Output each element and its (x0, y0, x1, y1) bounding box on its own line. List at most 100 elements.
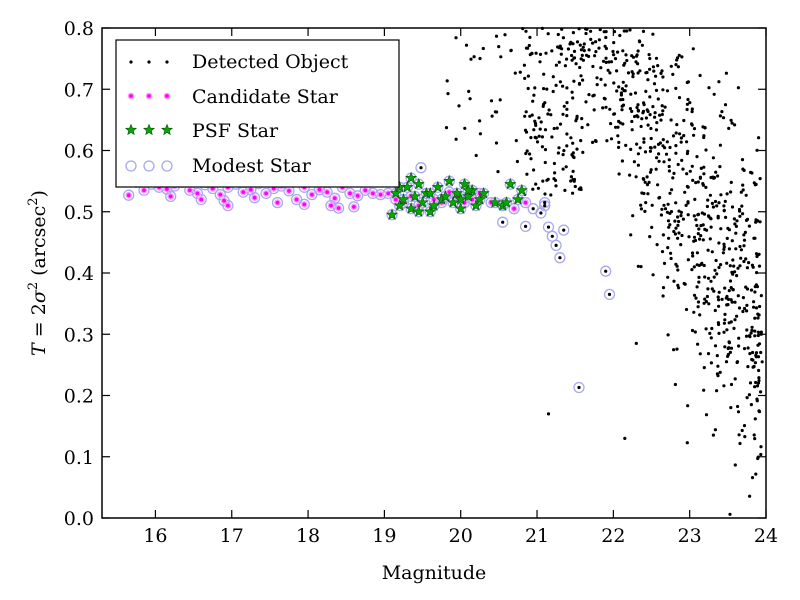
modest-center-0 (419, 166, 423, 170)
detected-point-157 (601, 59, 606, 63)
modest-center-12 (604, 269, 608, 273)
detected-point-8 (469, 57, 473, 61)
x-tick-label-7: 23 (678, 525, 702, 547)
detected-point-380 (747, 334, 752, 338)
detected-point-550 (715, 354, 719, 358)
x-tick-label-8: 24 (754, 525, 778, 547)
detected-point-592 (744, 218, 749, 222)
detected-point-362 (612, 53, 616, 57)
detected-point-197 (753, 417, 757, 421)
detected-point-444 (533, 121, 538, 126)
detected-point-137 (616, 134, 620, 138)
detected-point-270 (624, 84, 628, 88)
detected-point-110 (725, 261, 729, 265)
modest-point-39 (298, 198, 310, 211)
detected-point-255 (667, 164, 671, 169)
detected-point-564 (732, 326, 736, 330)
detected-point-93 (680, 55, 684, 59)
detected-point-379 (652, 82, 657, 86)
detected-point-777 (756, 330, 761, 334)
detected-point-635 (614, 125, 618, 129)
detected-point-452 (675, 264, 679, 268)
detected-point-680 (692, 235, 697, 239)
modest-star-series (123, 162, 616, 394)
detected-point-769 (669, 118, 673, 122)
detected-point-113 (674, 201, 678, 205)
detected-point-882 (705, 228, 709, 232)
detected-point-676 (741, 188, 745, 192)
detected-point-562 (674, 144, 678, 148)
detected-point-756 (755, 399, 759, 403)
detected-point-763 (694, 181, 698, 185)
detected-point-494 (589, 29, 593, 33)
detected-point-898 (760, 360, 764, 364)
detected-point-333 (556, 32, 560, 37)
detected-point-47 (565, 101, 569, 105)
detected-point-529 (581, 45, 585, 49)
detected-point-537 (549, 193, 553, 197)
detected-point-831 (755, 148, 759, 152)
detected-point-222 (714, 170, 718, 174)
detected-point-856 (648, 146, 653, 150)
x-tick-label-3: 19 (372, 525, 396, 547)
detected-point-51 (454, 36, 458, 40)
candidate-point-16 (247, 186, 255, 193)
candidate-point-41 (350, 203, 358, 211)
candidate-point-29 (346, 190, 354, 197)
detected-point-527 (619, 91, 624, 95)
detected-point-692 (546, 32, 550, 36)
detected-point-695 (695, 285, 699, 289)
detected-point-433 (703, 297, 707, 301)
detected-point-174 (626, 71, 631, 75)
detected-point-365 (651, 105, 655, 109)
candidate-point-42 (384, 190, 392, 197)
detected-point-554 (534, 51, 538, 55)
detected-point-878 (745, 396, 749, 400)
detected-point-166 (643, 209, 647, 213)
detected-point-603 (724, 215, 728, 219)
detected-point-363 (716, 174, 720, 178)
psf-point-21 (469, 199, 482, 211)
modest-point-103 (539, 199, 551, 212)
detected-point-151 (644, 89, 648, 93)
detected-point-867 (555, 126, 559, 130)
detected-point-18 (562, 104, 566, 108)
detected-point-345 (711, 205, 716, 209)
detected-point-621 (660, 104, 664, 108)
detected-point-284 (533, 86, 537, 90)
detected-point-542 (712, 289, 716, 293)
detected-point-664 (571, 178, 575, 182)
detected-point-99 (629, 92, 633, 96)
detected-point-702 (755, 271, 759, 275)
detected-point-307 (648, 149, 653, 153)
detected-point-746 (668, 145, 672, 150)
detected-point-708 (569, 136, 573, 140)
x-tick-label-0: 16 (143, 525, 167, 547)
detected-point-147 (638, 69, 642, 73)
modest-center-5 (543, 204, 547, 208)
detected-point-414 (650, 225, 654, 229)
detected-point-770 (656, 97, 660, 101)
detected-point-105 (546, 112, 550, 116)
detected-point-643 (725, 294, 729, 299)
detected-point-259 (662, 261, 667, 265)
detected-point-129 (584, 100, 588, 104)
detected-point-17 (489, 99, 494, 103)
detected-point-865 (587, 48, 591, 52)
detected-point-552 (757, 368, 761, 373)
detected-point-543 (679, 214, 683, 218)
detected-point-291 (582, 49, 586, 53)
detected-point-6 (540, 145, 545, 149)
detected-point-61 (526, 86, 530, 91)
detected-point-289 (669, 251, 673, 255)
detected-point-601 (663, 207, 668, 211)
detected-point-840 (612, 41, 616, 45)
detected-point-585 (570, 58, 574, 62)
detected-point-87 (647, 53, 651, 57)
detected-point-146 (739, 248, 744, 252)
y-axis-title-lhs: T (28, 342, 50, 356)
candidate-point-0 (125, 191, 132, 199)
detected-point-855 (532, 168, 536, 172)
detected-point-164 (728, 279, 733, 283)
psf-point-10 (424, 205, 437, 217)
